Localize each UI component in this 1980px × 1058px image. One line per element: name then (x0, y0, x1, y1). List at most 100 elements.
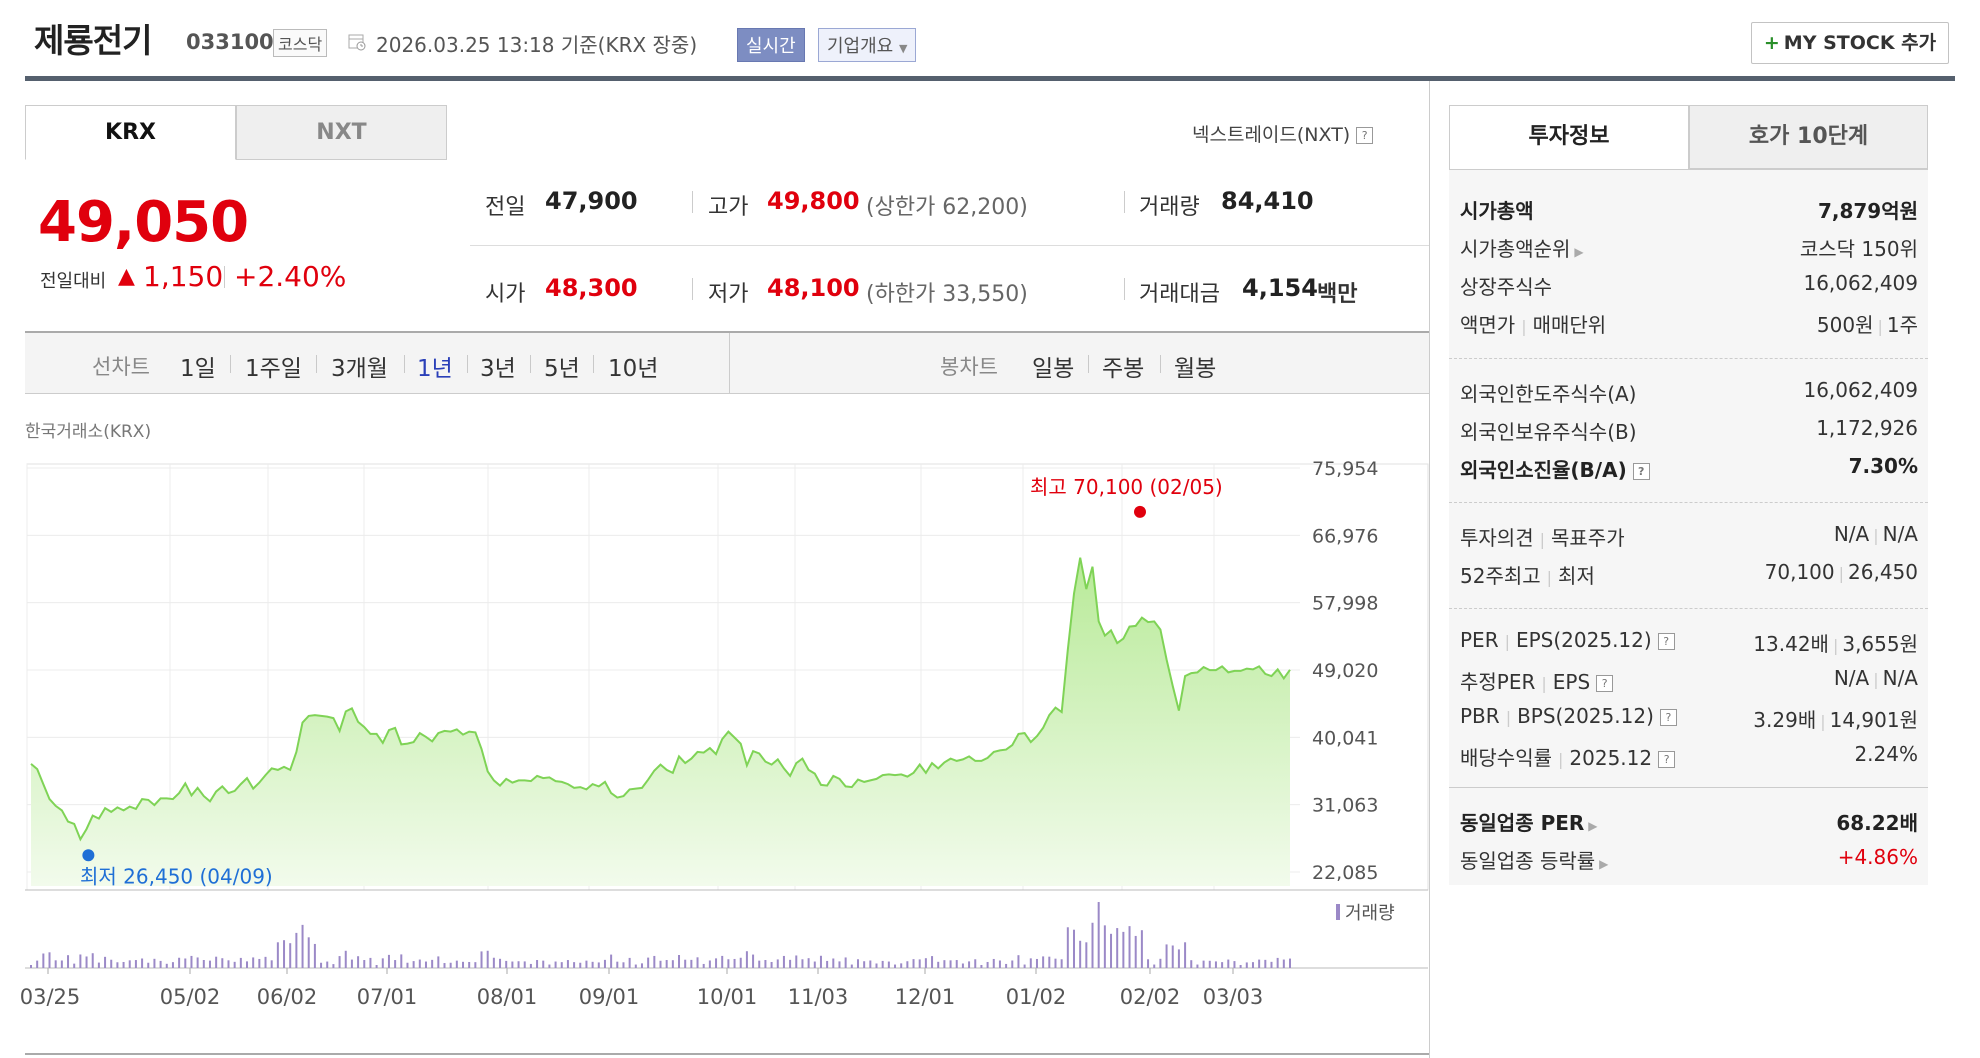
up-triangle-icon: ▲ (118, 264, 135, 289)
x-tick-label: 10/01 (697, 985, 758, 1009)
volume-bar (1184, 942, 1187, 968)
help-icon[interactable]: ? (1658, 751, 1676, 768)
volume-bar (770, 961, 773, 968)
volume-bar (1066, 927, 1069, 968)
volume-bar (1153, 964, 1156, 968)
separator (404, 355, 405, 373)
volume-bar (702, 963, 705, 968)
help-icon[interactable]: ? (1356, 127, 1374, 144)
separator (467, 355, 468, 373)
price-area (31, 557, 1290, 886)
volume-bar (270, 960, 273, 968)
invest-row: 추정PER | EPS? N/A | N/A (1460, 666, 1918, 694)
separator (1088, 355, 1089, 373)
volume-bar (752, 954, 755, 968)
period-1y[interactable]: 1년 (417, 356, 453, 382)
invest-row-value: 2.24% (1854, 742, 1918, 766)
value-text: 14,901원 (1829, 708, 1918, 732)
volume-bar (344, 950, 347, 968)
tab-order-book[interactable]: 호가 10단계 (1689, 105, 1928, 169)
volume-bar (486, 950, 489, 968)
invest-row-label: 52주최고 | 최저 (1460, 560, 1595, 589)
help-icon[interactable]: ? (1659, 709, 1677, 726)
invest-row-value: 7.30% (1849, 454, 1918, 478)
value-text: 7.30% (1848, 454, 1918, 478)
period-5y[interactable]: 5년 (544, 356, 580, 382)
volume-bar (1214, 961, 1217, 968)
volume-bar (819, 955, 822, 968)
volume-bar (931, 956, 934, 968)
help-icon[interactable]: ? (1632, 463, 1650, 480)
volume-bar (400, 954, 403, 968)
volume-bar (739, 957, 742, 968)
volume-bar (505, 960, 508, 968)
volume-bar (622, 962, 625, 968)
row-separator (1449, 502, 1928, 503)
realtime-button[interactable]: 실시간 (737, 28, 805, 62)
volume-bar (573, 962, 576, 968)
separator (593, 355, 594, 373)
volume-bar (603, 959, 606, 968)
separator: | (1877, 317, 1883, 336)
candle-daily[interactable]: 일봉 (1032, 356, 1075, 382)
invest-row-label: 외국인보유주식수(B) (1460, 416, 1637, 445)
volume-bar (776, 959, 779, 968)
volume-bar (610, 954, 613, 968)
volume-bar (1122, 931, 1125, 968)
separator (1124, 278, 1125, 300)
volume-bar (208, 960, 211, 968)
period-bar-divider (729, 333, 730, 394)
volume-bar (492, 957, 495, 968)
value-text: +4.86% (1837, 845, 1918, 869)
price-chart[interactable]: 75,954 66,976 57,998 49,020 40,041 31,063 22,0… (0, 0, 1440, 1058)
volume-bar (239, 957, 242, 968)
volume-bar (918, 959, 921, 968)
volume-bar (1005, 963, 1008, 968)
help-icon[interactable]: ? (1596, 675, 1614, 692)
volume-bar (826, 960, 829, 968)
tab-krx[interactable]: KRX (25, 105, 236, 160)
invest-row: 52주최고 | 최저 70,100 | 26,450 (1460, 560, 1918, 588)
volume-bar (850, 964, 853, 968)
company-overview-label: 기업개요 (827, 36, 894, 57)
pane-divider (1429, 81, 1430, 1058)
add-my-stock-button[interactable]: + MY STOCK 추가 (1751, 22, 1949, 64)
invest-row-label[interactable]: 시가총액순위 ▶ (1460, 233, 1584, 262)
label-text: 52주최고 (1460, 564, 1541, 588)
volume-bar (721, 955, 724, 968)
period-1w[interactable]: 1주일 (245, 356, 302, 382)
candle-weekly[interactable]: 주봉 (1102, 356, 1145, 382)
volume-bar (54, 960, 57, 968)
volume-bar (961, 963, 964, 968)
volume-bar (782, 955, 785, 968)
volume-bar (727, 959, 730, 968)
nxt-link[interactable]: 넥스트레이드(NXT)? (1192, 120, 1374, 147)
volume-bar (1171, 945, 1174, 968)
tab-nxt[interactable]: NXT (236, 105, 447, 160)
volume-bar (869, 960, 872, 968)
period-3m[interactable]: 3개월 (331, 356, 388, 382)
candle-monthly[interactable]: 월봉 (1174, 356, 1217, 382)
period-10y[interactable]: 10년 (608, 356, 659, 382)
volume-bar (1054, 958, 1057, 968)
tab-invest-info[interactable]: 투자정보 (1449, 105, 1689, 169)
company-overview-dropdown[interactable]: 기업개요 ▼ (818, 28, 917, 62)
value-text: 3.29배 (1753, 708, 1817, 732)
help-icon[interactable]: ? (1657, 633, 1675, 650)
volume-bar (67, 955, 70, 968)
volume-bar (992, 958, 995, 968)
invest-row-label[interactable]: 동일업종 PER ▶ (1460, 807, 1598, 836)
invest-row: 배당수익률 | 2025.12? 2.24% (1460, 742, 1918, 770)
volume-bar (943, 960, 946, 968)
chevron-right-icon: ▶ (1599, 857, 1609, 871)
invest-row: 투자의견 | 목표주가 N/A | N/A (1460, 522, 1918, 550)
period-3y[interactable]: 3년 (480, 356, 516, 382)
volume-bar (856, 959, 859, 968)
volume-bar (437, 956, 440, 968)
period-1d[interactable]: 1일 (180, 356, 216, 382)
stock-name: 제룡전기 (34, 21, 152, 60)
invest-row-label[interactable]: 동일업종 등락률 ▶ (1460, 845, 1608, 874)
separator: | (1838, 564, 1845, 583)
volume-bar (647, 957, 650, 968)
volume-bar (313, 943, 316, 968)
